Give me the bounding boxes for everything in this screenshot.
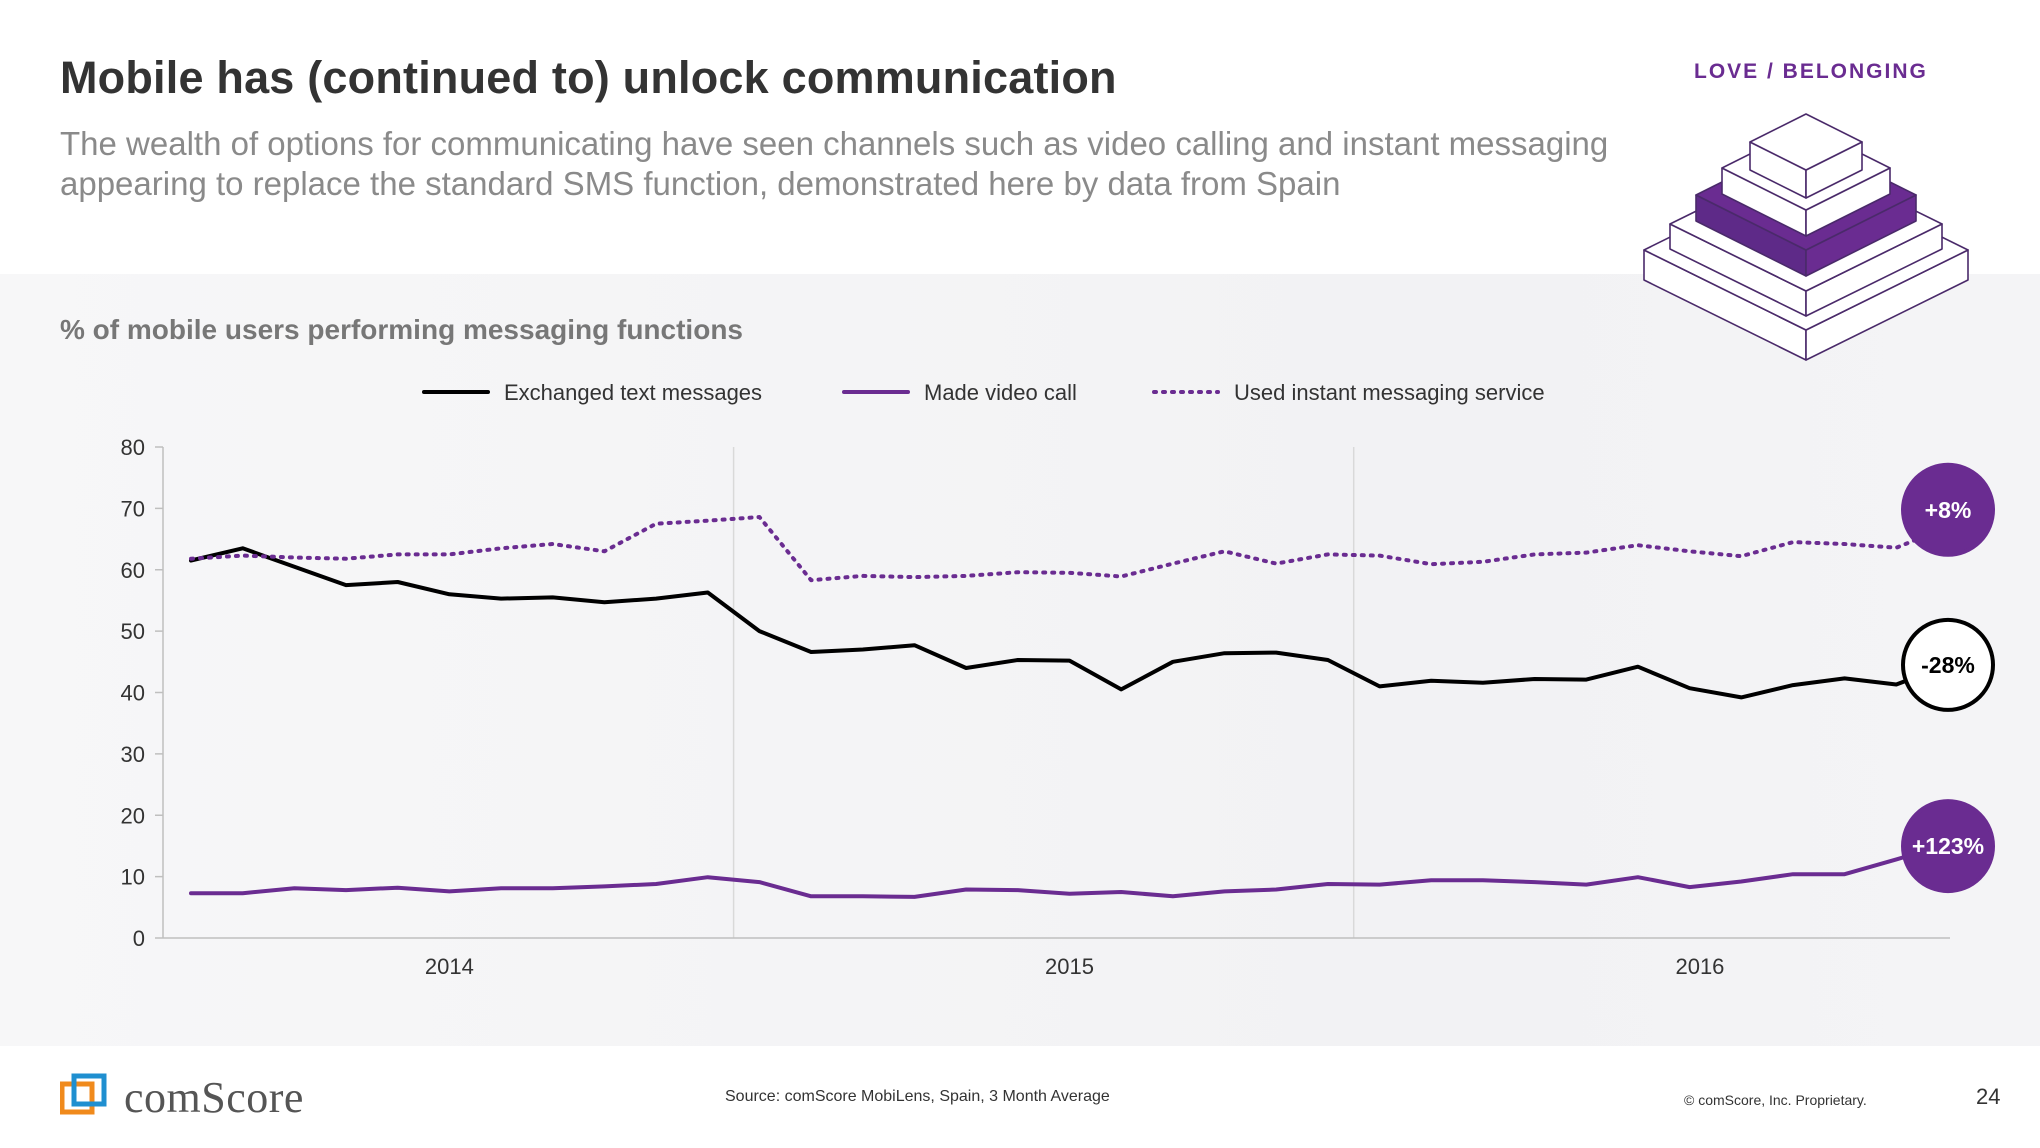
y-tick-label: 50 xyxy=(121,619,145,644)
y-tick-label: 20 xyxy=(121,803,145,828)
change-badge xyxy=(1901,617,1995,712)
category-tag: LOVE / BELONGING xyxy=(1694,60,1928,83)
page-title: Mobile has (continued to) unlock communi… xyxy=(60,52,1117,103)
y-tick-label: 80 xyxy=(121,435,145,460)
change-badge-label: +123% xyxy=(1912,833,1984,859)
page-number: 24 xyxy=(1976,1084,2001,1109)
y-tick-label: 0 xyxy=(133,926,145,951)
source-note: Source: comScore MobiLens, Spain, 3 Mont… xyxy=(725,1088,1110,1105)
y-tick-label: 40 xyxy=(121,681,145,706)
y-tick-label: 70 xyxy=(121,496,145,521)
y-tick-label: 60 xyxy=(121,558,145,583)
x-tick-label: 2014 xyxy=(425,954,474,979)
page-subtitle: The wealth of options for communicating … xyxy=(60,125,1609,202)
change-badge-label: +8% xyxy=(1925,497,1972,523)
series-line-2 xyxy=(189,515,1950,583)
legend-label: Exchanged text messages xyxy=(504,380,762,405)
y-tick-label: 10 xyxy=(121,865,145,890)
change-badge xyxy=(1901,462,1995,557)
copyright-note: © comScore, Inc. Proprietary. xyxy=(1684,1092,1867,1108)
legend-label: Made video call xyxy=(924,380,1077,405)
legend-label: Used instant messaging service xyxy=(1234,380,1545,405)
series-line-1 xyxy=(189,842,1950,899)
comscore-logo-icon xyxy=(60,1073,107,1115)
y-tick-label: 30 xyxy=(121,742,145,767)
chart-title: % of mobile users performing messaging f… xyxy=(60,314,743,345)
series-line-0 xyxy=(189,546,1950,700)
x-tick-label: 2015 xyxy=(1045,954,1094,979)
line-chart: 0 10 20 30 40 50 60 70 80 2014 2015 2016 -28% +123% +… xyxy=(121,380,1995,979)
comscore-logo-text: comScore xyxy=(124,1073,304,1122)
change-badge xyxy=(1901,799,1995,894)
pyramid-icon xyxy=(1643,113,1969,361)
x-tick-label: 2016 xyxy=(1675,954,1724,979)
change-badge-label: -28% xyxy=(1921,652,1975,678)
